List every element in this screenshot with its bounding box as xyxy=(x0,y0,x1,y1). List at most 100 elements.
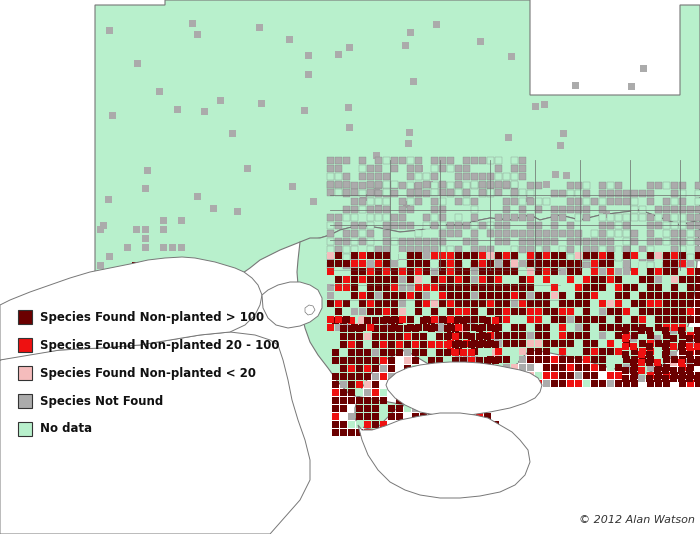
Bar xyxy=(444,341,451,348)
Bar xyxy=(430,262,438,269)
Bar xyxy=(606,340,613,347)
Bar xyxy=(463,292,470,299)
Bar xyxy=(486,308,493,315)
Bar xyxy=(454,356,461,363)
Bar xyxy=(622,246,629,253)
Bar xyxy=(678,190,685,197)
Bar xyxy=(407,222,414,229)
Bar xyxy=(566,246,573,253)
Bar xyxy=(125,312,132,319)
Bar xyxy=(631,380,638,387)
Bar xyxy=(342,254,349,261)
Bar xyxy=(622,340,629,347)
Bar xyxy=(694,230,700,237)
Bar xyxy=(374,300,382,307)
Bar xyxy=(654,326,661,334)
Bar xyxy=(486,364,493,371)
Bar xyxy=(373,189,380,195)
Bar xyxy=(606,300,613,307)
Bar xyxy=(678,332,685,339)
Bar xyxy=(454,284,461,290)
Bar xyxy=(391,252,398,258)
Bar xyxy=(575,268,582,274)
Bar xyxy=(484,373,491,380)
Bar xyxy=(484,420,491,428)
Bar xyxy=(510,300,517,307)
Bar xyxy=(388,428,395,436)
Bar xyxy=(444,420,451,428)
Bar xyxy=(363,389,370,396)
Bar xyxy=(342,308,349,315)
Bar xyxy=(470,238,477,245)
Bar xyxy=(459,420,466,428)
Bar xyxy=(326,246,333,253)
Bar xyxy=(503,182,510,189)
Bar xyxy=(510,262,517,269)
Bar xyxy=(454,180,461,187)
Bar xyxy=(526,195,533,202)
Bar xyxy=(519,332,526,339)
Bar xyxy=(582,372,589,379)
Bar xyxy=(526,190,533,197)
Bar xyxy=(398,300,405,307)
Bar xyxy=(382,156,389,163)
Bar xyxy=(367,260,374,266)
Bar xyxy=(606,222,613,229)
Bar xyxy=(598,214,606,221)
Bar xyxy=(356,341,363,348)
Bar xyxy=(358,156,365,163)
Bar xyxy=(310,198,317,205)
Bar xyxy=(332,381,339,388)
Bar xyxy=(379,365,386,372)
Bar xyxy=(566,332,573,339)
Bar xyxy=(388,373,395,380)
Bar xyxy=(428,412,435,420)
Bar xyxy=(678,198,685,205)
Bar xyxy=(447,260,454,266)
Bar xyxy=(526,230,533,237)
Bar xyxy=(358,300,365,307)
Bar xyxy=(463,260,470,266)
Bar xyxy=(647,300,654,307)
Bar xyxy=(346,124,353,131)
Bar xyxy=(566,324,573,331)
Bar xyxy=(414,189,421,195)
Bar xyxy=(423,182,430,189)
Bar xyxy=(470,180,477,187)
Bar xyxy=(463,316,470,323)
Bar xyxy=(550,308,557,315)
Bar xyxy=(326,222,333,229)
Bar xyxy=(382,252,389,258)
Bar xyxy=(591,268,598,274)
Bar xyxy=(407,260,414,266)
Bar xyxy=(419,404,426,412)
Bar xyxy=(694,238,700,245)
Bar xyxy=(391,182,398,189)
Bar xyxy=(447,356,454,363)
Bar xyxy=(132,277,139,284)
Bar xyxy=(444,404,451,412)
Bar xyxy=(519,214,526,221)
Bar xyxy=(463,189,470,195)
Bar xyxy=(435,428,442,436)
Bar xyxy=(503,268,510,274)
Bar xyxy=(423,324,430,331)
Bar xyxy=(508,53,515,60)
Bar xyxy=(398,214,405,221)
Bar xyxy=(438,156,445,163)
Bar xyxy=(687,262,694,269)
Bar xyxy=(335,164,342,171)
Bar xyxy=(631,198,638,205)
Bar xyxy=(407,198,414,205)
Bar xyxy=(591,324,598,331)
Bar xyxy=(351,206,358,213)
Bar xyxy=(326,254,333,261)
Bar xyxy=(647,238,654,245)
Bar xyxy=(347,333,354,340)
Bar xyxy=(454,276,461,282)
Bar xyxy=(503,316,510,323)
Bar xyxy=(414,308,421,315)
Bar xyxy=(391,292,398,299)
Bar xyxy=(351,262,358,269)
Bar xyxy=(447,190,454,197)
